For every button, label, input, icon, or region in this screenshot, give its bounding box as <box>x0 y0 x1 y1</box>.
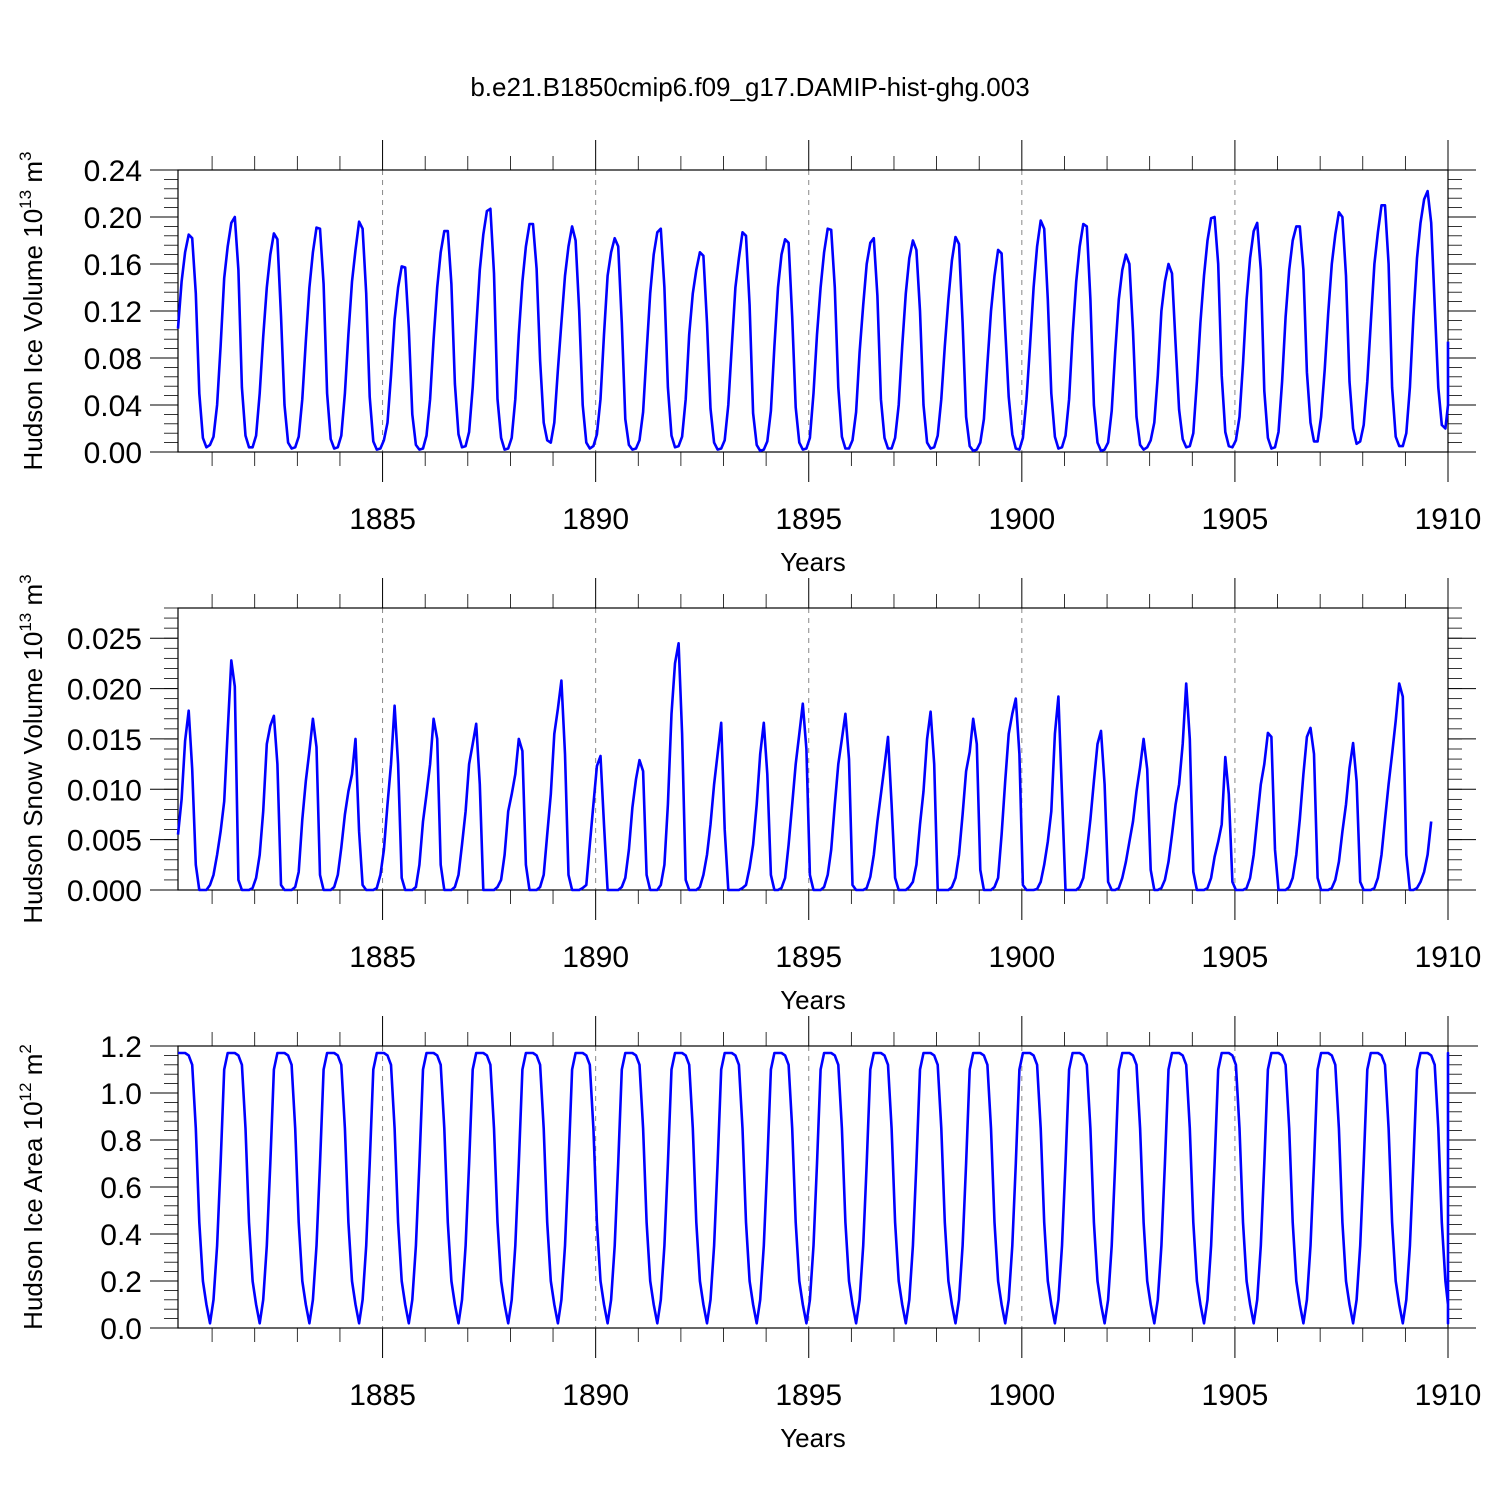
panel-snow-volume-xtick-label: 1890 <box>562 941 629 974</box>
panel-snow-volume-ylabel: Hudson Snow Volume 1013 m3 <box>16 574 48 923</box>
panel-ice-volume-xtick-label: 1895 <box>775 503 842 536</box>
panel-snow-volume-xtick-label: 1905 <box>1202 941 1269 974</box>
panel-ice-area-xlabel: Years <box>780 1423 846 1453</box>
panel-ice-volume-series-line <box>176 189 1450 453</box>
panel-ice-area-series-line <box>178 1051 1450 1325</box>
panels: 0.00 0.04 0.08 0.12 0.16 0.20 0.24 1885 1890 1895… <box>16 140 1481 1453</box>
panel-ice-area-ytick-label: 1.2 <box>100 1031 142 1064</box>
panel-snow-volume-frame <box>177 607 1449 891</box>
panel-snow-volume-xlabel: Years <box>780 985 846 1015</box>
panel-snow-volume-xtick-label: 1885 <box>349 941 416 974</box>
panel-ice-volume-ylabel: Hudson Ice Volume 1013 m3 <box>16 152 48 471</box>
panel-snow-volume: 0.000 0.005 0.010 0.015 0.020 0.025 1885 1890 18… <box>16 574 1481 1015</box>
panel-ice-area-ytick-label: 1.0 <box>100 1078 142 1111</box>
panel-ice-volume-ytick-label: 0.20 <box>84 202 142 235</box>
panel-ice-volume-ytick-label: 0.16 <box>84 249 142 282</box>
panel-snow-volume-ytick-label: 0.015 <box>67 724 142 757</box>
panel-ice-area-ytick-label: 0.8 <box>100 1125 142 1158</box>
panel-ice-area-xtick-label: 1905 <box>1202 1379 1269 1412</box>
panel-ice-volume-xtick-label: 1910 <box>1415 503 1482 536</box>
panel-snow-volume-ytick-label: 0.005 <box>67 825 142 858</box>
panel-snow-volume-data-points <box>178 643 1431 890</box>
panel-ice-volume-ytick-label: 0.00 <box>84 437 142 470</box>
panel-ice-area-ylabel: Hudson Ice Area 1012 m2 <box>16 1044 48 1330</box>
panel-snow-volume-series-line <box>176 641 1433 892</box>
panel-ice-volume-ytick-label: 0.08 <box>84 343 142 376</box>
panel-ice-area-ytick-label: 0.6 <box>100 1172 142 1205</box>
panel-ice-volume-xtick-label: 1900 <box>988 503 1055 536</box>
panel-ice-area-xtick-label: 1900 <box>988 1379 1055 1412</box>
panel-snow-volume-ytick-label: 0.000 <box>67 875 142 908</box>
panel-ice-volume-xtick-label: 1890 <box>562 503 629 536</box>
panel-ice-area-ytick-label: 0.4 <box>100 1219 142 1252</box>
panel-ice-volume-ytick-label: 0.12 <box>84 296 142 329</box>
panel-ice-area-xtick-label: 1885 <box>349 1379 416 1412</box>
panel-ice-volume-xtick-label: 1905 <box>1202 503 1269 536</box>
panel-ice-volume-ytick-label: 0.04 <box>84 390 142 423</box>
panel-ice-area-xtick-label: 1910 <box>1415 1379 1482 1412</box>
panel-snow-volume-xtick-label: 1910 <box>1415 941 1482 974</box>
panel-ice-area-ytick-label: 0.2 <box>100 1266 142 1299</box>
figure-title: b.e21.B1850cmip6.f09_g17.DAMIP-hist-ghg.… <box>470 72 1029 102</box>
panel-ice-volume-ytick-label: 0.24 <box>84 155 142 188</box>
panel-ice-area-xtick-label: 1890 <box>562 1379 629 1412</box>
panel-snow-volume-ytick-label: 0.025 <box>67 623 142 656</box>
panel-snow-volume-xtick-label: 1900 <box>988 941 1055 974</box>
panel-snow-volume-ytick-label: 0.010 <box>67 774 142 807</box>
panel-snow-volume-ytick-label: 0.020 <box>67 674 142 707</box>
panel-ice-volume-xtick-label: 1885 <box>349 503 416 536</box>
panel-ice-volume-xlabel: Years <box>780 547 846 577</box>
panel-ice-area: 0.0 0.2 0.4 0.6 0.8 1.0 1.2 1885 1890 1895 1900 190… <box>16 1016 1481 1453</box>
panel-ice-volume: 0.00 0.04 0.08 0.12 0.16 0.20 0.24 1885 1890 1895… <box>16 140 1481 577</box>
panel-snow-volume-xtick-label: 1895 <box>775 941 842 974</box>
panel-ice-area-xtick-label: 1895 <box>775 1379 842 1412</box>
panel-ice-area-ytick-label: 0.0 <box>100 1313 142 1346</box>
